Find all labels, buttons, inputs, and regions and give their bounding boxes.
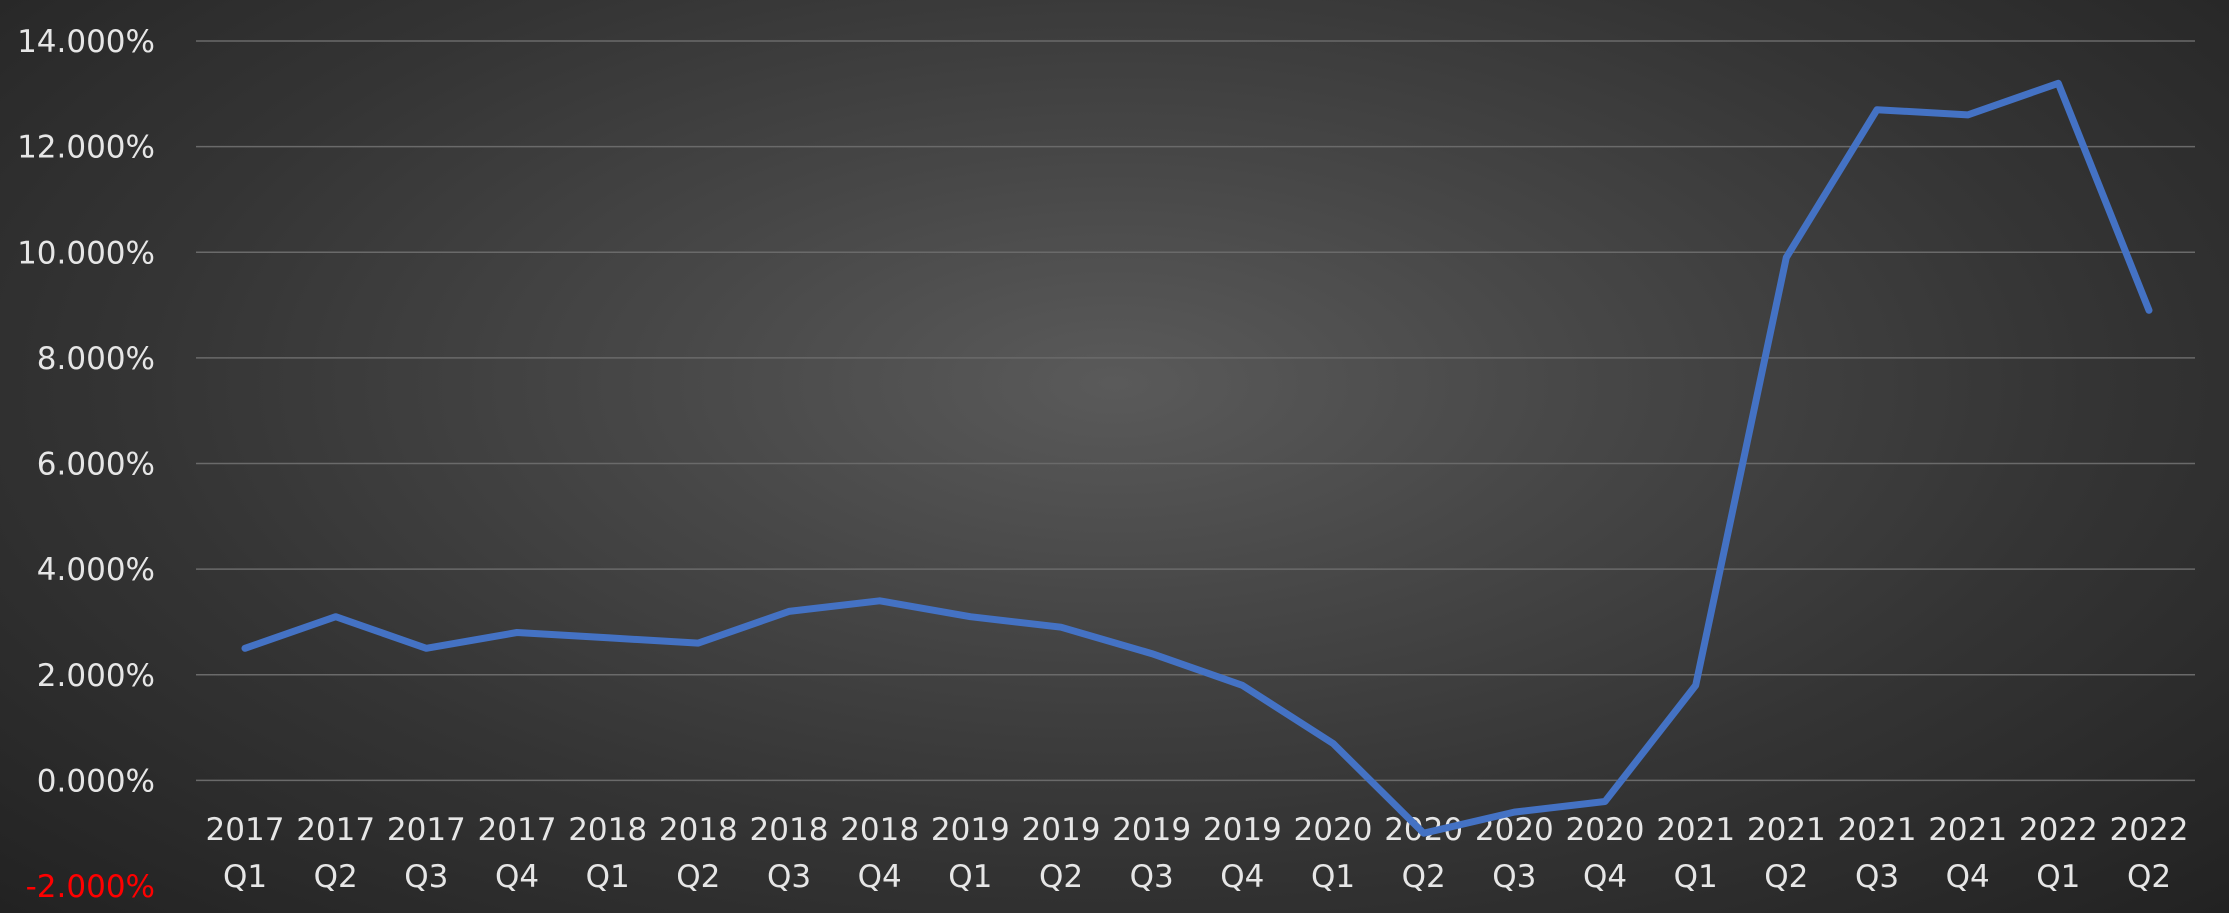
x-tick-label-year: 2018: [568, 812, 647, 848]
x-tick-label-quarter: Q3: [1492, 859, 1536, 895]
y-tick-label: 14.000%: [17, 24, 155, 60]
y-tick-label: 6.000%: [37, 447, 155, 483]
y-tick-label: 2.000%: [37, 658, 155, 694]
x-tick-label-quarter: Q4: [1583, 859, 1627, 895]
x-tick-label-quarter: Q4: [1946, 859, 1990, 895]
x-tick-label-year: 2021: [1747, 812, 1826, 848]
y-axis-tick-labels: -2.000% 0.000% 2.000% 4.000% 6.000% 8.000% 10.…: [17, 24, 155, 905]
x-tick-label-quarter: Q2: [676, 859, 720, 895]
x-tick-label-year: 2019: [1112, 812, 1191, 848]
x-tick-label-year: 2017: [478, 812, 557, 848]
y-tick-label: 12.000%: [17, 130, 155, 166]
x-tick-label-quarter: Q4: [858, 859, 902, 895]
series-layer: [241, 79, 2153, 837]
x-tick-label-year: 2019: [1022, 812, 1101, 848]
x-tick-label-quarter: Q1: [948, 859, 992, 895]
x-tick-label-quarter: Q1: [586, 859, 630, 895]
x-tick-label-year: 2021: [1838, 812, 1917, 848]
y-tick-label: -2.000%: [26, 869, 155, 905]
x-tick-label-quarter: Q4: [1220, 859, 1264, 895]
x-tick-label-quarter: Q3: [404, 859, 448, 895]
gridlines: [196, 40, 2195, 782]
x-tick-label-year: 2019: [931, 812, 1010, 848]
x-tick-label-year: 2017: [206, 812, 285, 848]
x-tick-label-quarter: Q1: [223, 859, 267, 895]
x-tick-label-quarter: Q1: [2036, 859, 2080, 895]
y-tick-label: 8.000%: [37, 341, 155, 377]
x-tick-label-year: 2018: [659, 812, 738, 848]
x-tick-label-year: 2021: [1656, 812, 1735, 848]
x-tick-label-quarter: Q1: [1674, 859, 1718, 895]
x-tick-label-quarter: Q2: [314, 859, 358, 895]
x-tick-label-year: 2017: [387, 812, 466, 848]
x-axis-tick-labels: 2017 Q1 2017 Q2 2017 Q3 2017 Q4 2018 Q1 2018 Q2 2018…: [206, 812, 2189, 895]
x-tick-label-quarter: Q2: [2127, 859, 2171, 895]
x-tick-label-year: 2018: [840, 812, 919, 848]
x-tick-label-year: 2019: [1203, 812, 1282, 848]
x-tick-label-quarter: Q2: [1764, 859, 1808, 895]
x-tick-label-year: 2018: [750, 812, 829, 848]
x-tick-label-year: 2020: [1294, 812, 1373, 848]
x-tick-label-year: 2021: [1928, 812, 2007, 848]
y-tick-label: 10.000%: [17, 235, 155, 271]
series-line: [241, 79, 2153, 837]
x-tick-label-year: 2017: [296, 812, 375, 848]
x-tick-label-year: 2020: [1566, 812, 1645, 848]
x-tick-label-year: 2022: [2110, 812, 2189, 848]
y-tick-label: 0.000%: [37, 763, 155, 799]
x-tick-label-quarter: Q1: [1311, 859, 1355, 895]
y-tick-label: 4.000%: [37, 552, 155, 588]
x-tick-label-quarter: Q3: [767, 859, 811, 895]
x-tick-label-quarter: Q3: [1855, 859, 1899, 895]
x-tick-label-year: 2022: [2019, 812, 2098, 848]
x-tick-label-quarter: Q2: [1402, 859, 1446, 895]
x-tick-label-quarter: Q2: [1039, 859, 1083, 895]
x-tick-label-quarter: Q4: [495, 859, 539, 895]
x-tick-label-quarter: Q3: [1130, 859, 1174, 895]
